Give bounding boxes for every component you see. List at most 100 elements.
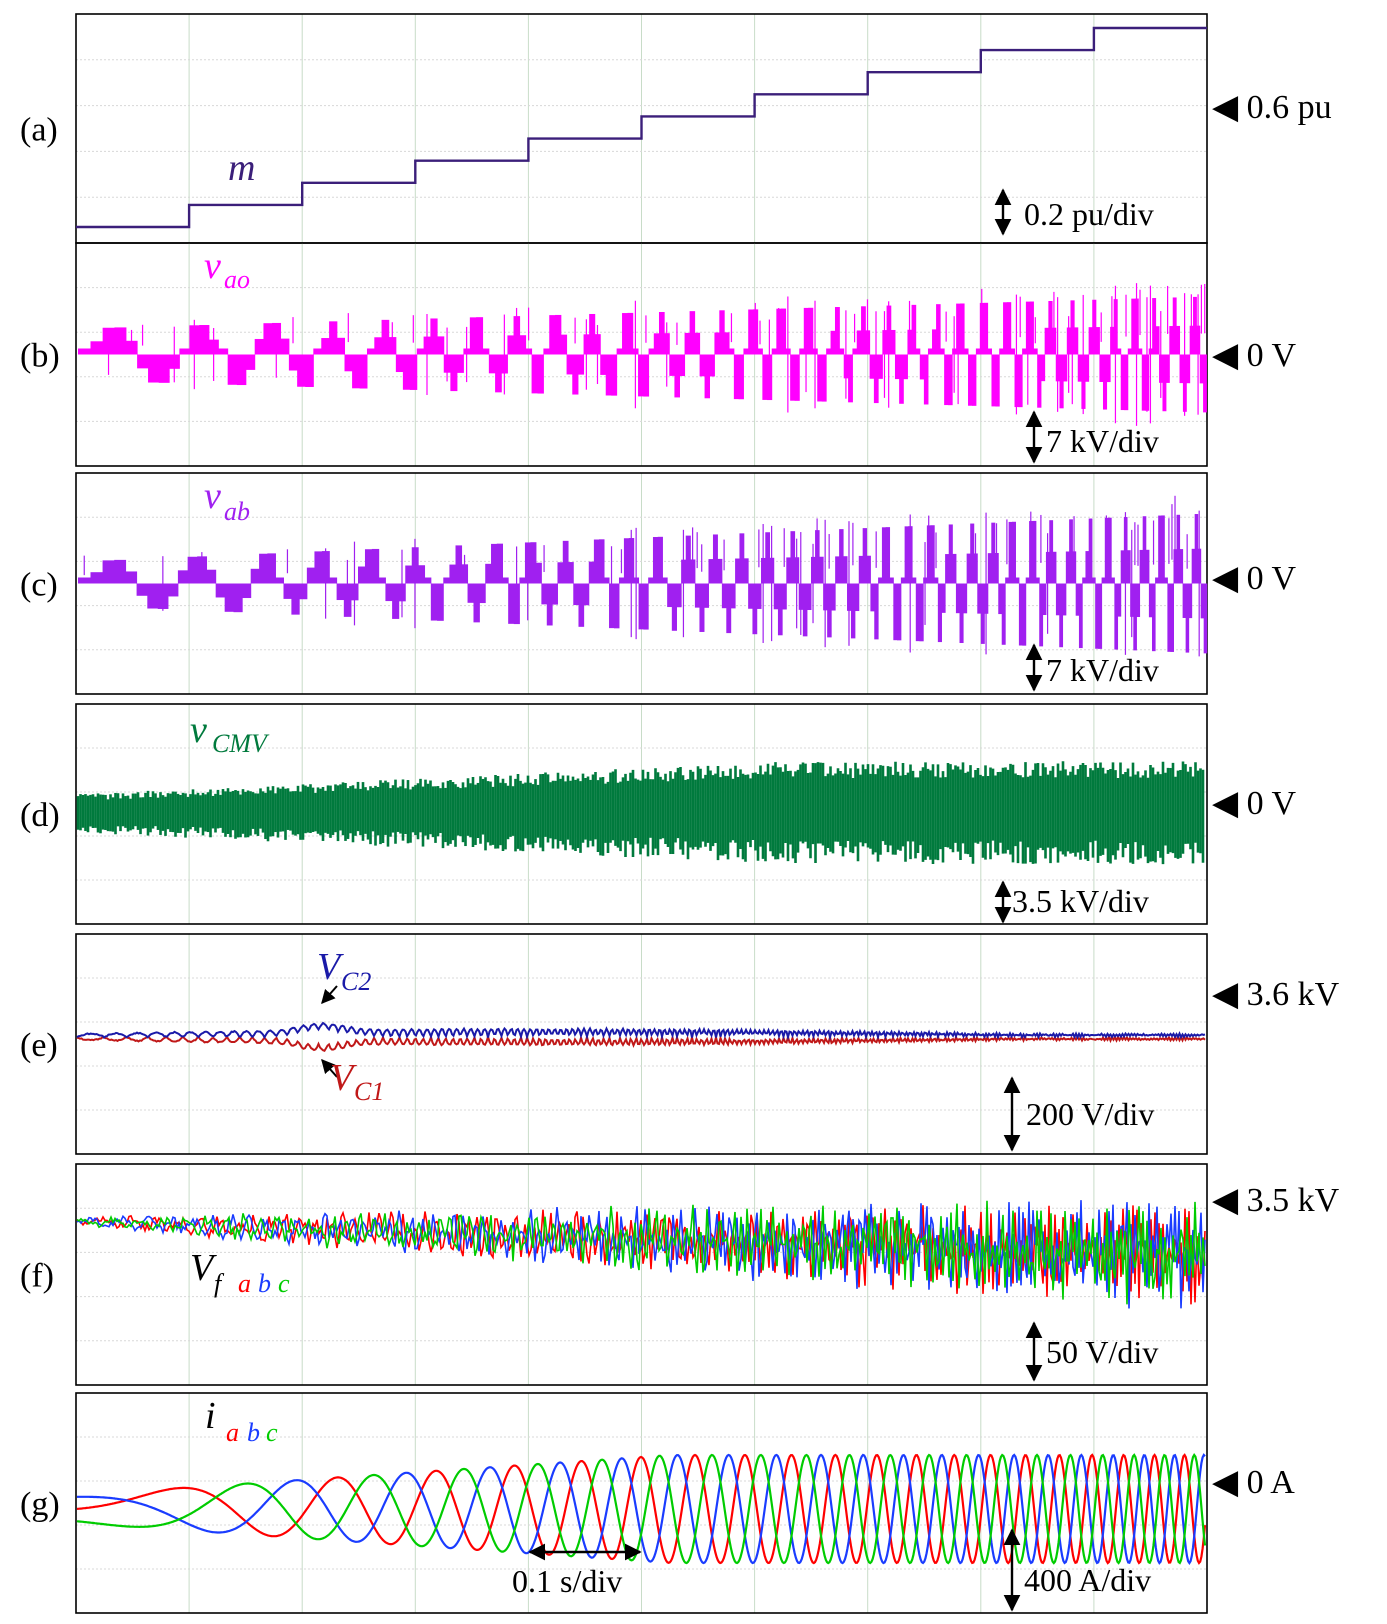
scale-text: 0.2 pu/div: [1024, 196, 1154, 232]
waveform-block: [543, 348, 550, 355]
waveform-block: [555, 314, 562, 355]
waveform-block: [743, 558, 749, 584]
waveform-block: [1022, 583, 1027, 646]
waveform-block: [927, 348, 933, 355]
waveform-block: [1095, 583, 1099, 649]
waveform-block: [102, 560, 115, 584]
series-label: V: [330, 1057, 357, 1099]
waveform-block: [562, 540, 569, 584]
waveform-block: [314, 551, 323, 584]
waveform-block: [963, 583, 968, 614]
waveform-block: [977, 583, 982, 614]
waveform-block: [224, 583, 234, 612]
waveform-block: [78, 348, 92, 355]
series-label-subscript: ab: [224, 497, 250, 526]
waveform-block: [948, 524, 953, 584]
waveform-block: [685, 535, 691, 584]
waveform-block: [187, 556, 198, 584]
waveform-block: [402, 354, 411, 390]
waveform-block: [771, 348, 777, 355]
waveform-block: [114, 559, 127, 584]
waveform-block: [959, 583, 964, 643]
waveform-block: [179, 348, 190, 355]
waveform-block: [968, 354, 973, 406]
waveform-block: [1133, 583, 1137, 651]
plot-frame: [75, 703, 1208, 925]
waveform-block: [819, 556, 824, 584]
waveform-block: [469, 317, 477, 355]
waveform-block: [1059, 583, 1064, 648]
waveform-block: [1029, 301, 1034, 355]
waveform-block: [1186, 354, 1191, 384]
waveform-block: [1037, 354, 1042, 408]
waveform-block: [932, 329, 937, 355]
waveform-block: [765, 532, 771, 584]
waveform-block: [757, 348, 763, 355]
waveform-block: [699, 583, 705, 632]
series-vc2-trace: [76, 1021, 1206, 1042]
waveform-block: [467, 583, 474, 603]
waveform-block: [941, 583, 946, 613]
waveform-block: [568, 562, 574, 584]
series-label: v: [204, 245, 221, 287]
waveform-block: [114, 327, 127, 355]
reference-marker: ◀ 0.6 pu: [1212, 89, 1332, 126]
waveform-block: [973, 553, 978, 584]
waveform-block: [980, 583, 985, 644]
waveform-block: [508, 583, 515, 624]
waveform-block: [297, 354, 306, 387]
waveform-block: [485, 563, 492, 584]
waveform-block: [1082, 577, 1086, 584]
panel-label: (b): [20, 338, 60, 375]
waveform-block: [1191, 548, 1196, 584]
waveform-block: [557, 562, 564, 584]
waveform-block: [817, 354, 823, 402]
waveform-block: [1167, 583, 1171, 652]
waveform-block: [1188, 583, 1193, 619]
waveform-block: [944, 354, 949, 406]
waveform-block: [794, 354, 800, 401]
phase-label-c: c: [266, 1418, 278, 1447]
waveform-block: [437, 583, 444, 621]
waveform-block: [357, 566, 366, 584]
waveform-block: [1052, 327, 1057, 355]
waveform-block: [885, 527, 891, 584]
series-vCMV-trace: [76, 761, 1205, 865]
waveform-block: [948, 354, 953, 406]
series-m-trace: [76, 26, 1207, 229]
waveform-block: [983, 302, 989, 355]
waveform-block: [1018, 583, 1023, 646]
phase-label-a: a: [238, 1269, 251, 1298]
waveform-block: [653, 333, 660, 355]
waveform-block: [826, 348, 832, 355]
waveform-block: [306, 567, 315, 584]
waveform-block: [729, 348, 735, 355]
waveform-block: [1148, 583, 1153, 618]
waveform-block: [618, 577, 625, 584]
waveform-block: [831, 583, 836, 611]
waveform-block: [1172, 297, 1177, 355]
waveform-block: [1101, 577, 1106, 584]
waveform-block: [662, 577, 668, 584]
waveform-block: [560, 334, 568, 355]
waveform-block: [709, 354, 715, 377]
panel-g: (g) i a b c ◀ 0 A 400 A/div 0.1 s/div: [20, 1392, 1295, 1614]
waveform-block: [773, 583, 779, 610]
series-label: V: [317, 946, 344, 988]
waveform-block: [1142, 516, 1147, 584]
waveform-block: [1169, 326, 1174, 355]
scale-text: 400 A/div: [1024, 1562, 1151, 1598]
waveform-block: [1203, 583, 1208, 654]
waveform-block: [519, 335, 527, 355]
waveform-block: [1063, 354, 1068, 382]
waveform-block: [611, 354, 618, 396]
waveform-block: [507, 335, 515, 355]
waveform-block: [991, 522, 996, 584]
series-ia-trace: [76, 1453, 1207, 1565]
waveform-block: [476, 317, 484, 355]
waveform-block: [1124, 354, 1129, 411]
waveform-block: [937, 583, 942, 643]
waveform-block: [215, 583, 226, 598]
waveform-block: [491, 543, 498, 584]
waveform-block: [573, 583, 579, 606]
